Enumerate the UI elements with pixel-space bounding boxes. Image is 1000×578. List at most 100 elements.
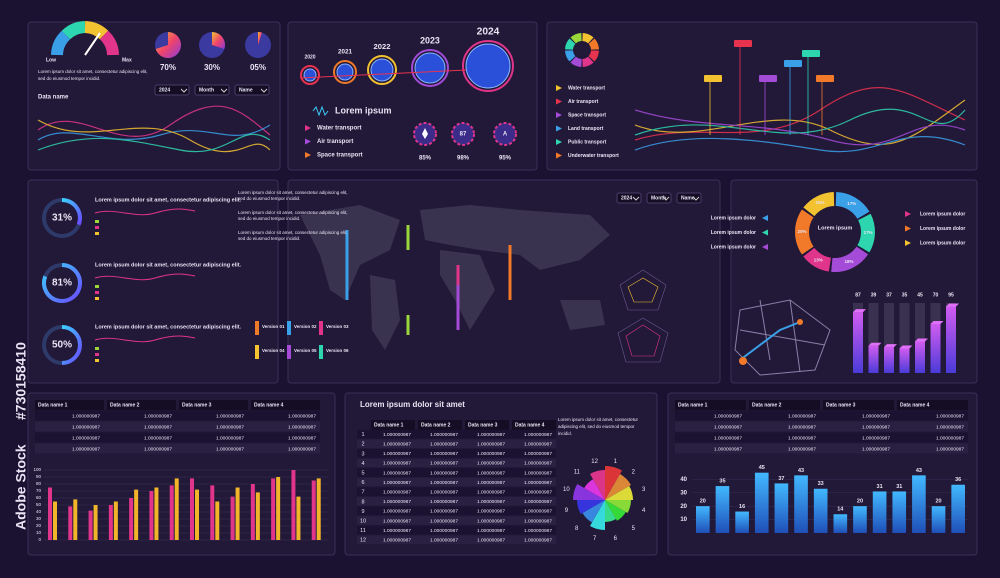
table-header <box>107 400 176 410</box>
legend-label: Public transport <box>568 139 607 145</box>
table-cell: 1.000000987 <box>430 480 458 486</box>
y-tick-label: 10 <box>680 517 687 523</box>
polar-wedge <box>573 484 605 500</box>
table-cell: 1.000000987 <box>477 528 505 534</box>
bar-value-label: 36 <box>955 477 961 483</box>
year-label: 2020 <box>304 54 315 60</box>
polar-wedge <box>605 500 616 522</box>
dial-slice <box>155 32 181 58</box>
y-tick-label: 70 <box>36 488 42 493</box>
table-cell: 4 <box>361 461 364 467</box>
dropdown-label: Name <box>239 87 253 93</box>
arrow <box>905 240 911 246</box>
table-cell: 1.000000987 <box>383 509 411 515</box>
table-header <box>465 420 509 430</box>
table-header-label: Data name 1 <box>38 402 68 408</box>
ring-legend <box>95 291 99 294</box>
bar-3d <box>853 312 863 373</box>
table-cell: 10 <box>360 518 366 524</box>
polar-label: 8 <box>575 526 579 532</box>
dropdown-caret <box>632 196 640 201</box>
table-row <box>35 432 320 443</box>
table-cell: 6 <box>361 480 364 486</box>
version-swatch <box>255 321 259 335</box>
section-title: Lorem ipsum dolor sit amet <box>360 400 465 409</box>
gauge <box>51 21 119 56</box>
dial-slice <box>258 32 263 45</box>
legend-marker <box>556 85 562 91</box>
donut-segment <box>795 209 814 255</box>
legend-label: Underwater transport <box>568 153 619 159</box>
description: Lorem ipsum dolor sit amet, consectetur <box>558 417 639 422</box>
table-header <box>251 400 320 410</box>
table-cell: 1.000000987 <box>430 509 458 515</box>
bar-value-label: 20 <box>857 499 863 505</box>
description: incidid. <box>558 431 572 436</box>
table-row <box>675 432 968 443</box>
polar-wedge <box>584 479 605 500</box>
ring-wave <box>94 208 196 216</box>
dropdown[interactable] <box>234 84 270 96</box>
segment-callout: Lorem ipsum dolor <box>920 211 965 217</box>
ring-arc <box>42 263 82 303</box>
ring-text: Lorem ipsum dolor sit amet, consectetur … <box>95 197 242 203</box>
y-tick-label: 60 <box>36 495 42 500</box>
bar-3d-track <box>884 303 894 373</box>
bar <box>190 478 194 540</box>
table-row <box>675 443 968 454</box>
pin-tag <box>816 75 834 82</box>
table-header-label: Data name 4 <box>900 402 930 408</box>
table-cell: 1.000000987 <box>383 470 411 476</box>
bar-value-label: 33 <box>818 481 824 487</box>
badge <box>451 122 475 146</box>
y-tick-label: 100 <box>33 467 41 472</box>
bar <box>754 472 769 533</box>
bar-value-label: 35 <box>902 292 908 298</box>
table-cell: 1.000000987 <box>430 537 458 543</box>
decor-waves <box>37 87 966 153</box>
dropdown[interactable] <box>194 84 230 96</box>
table-cell: 1.000000987 <box>477 480 505 486</box>
table-cell: 1.000000987 <box>216 413 244 419</box>
table-header-label: Data name 2 <box>421 422 451 428</box>
polar-wedge <box>590 500 605 530</box>
polar-label: 12 <box>591 459 598 465</box>
donut-segment <box>565 50 576 62</box>
table-cell: 1.000000987 <box>216 435 244 441</box>
bar-3d <box>868 345 879 373</box>
dropdown[interactable] <box>646 192 672 204</box>
ring-wave <box>94 273 196 281</box>
table-row <box>35 410 320 421</box>
year-core <box>303 68 317 82</box>
pin-tag <box>759 75 777 82</box>
table-cell: 1.000000987 <box>524 441 552 447</box>
table-cell: 1.000000987 <box>477 441 505 447</box>
table-cell: 1.000000987 <box>430 451 458 457</box>
polar-wedge <box>590 470 605 500</box>
dropdown[interactable] <box>616 192 642 204</box>
table-header-label: Data name 3 <box>182 402 212 408</box>
decor-map-pins <box>345 225 512 335</box>
table-cell: 12 <box>360 538 366 544</box>
table-cell: 1.000000987 <box>936 435 964 441</box>
version-label: Version 06 <box>326 348 349 353</box>
dropdown-caret <box>662 196 670 201</box>
map-text: Lorem ipsum dolor sit amet, consectetur … <box>238 230 348 235</box>
year-label: 2024 <box>477 27 500 38</box>
table-cell: 1.000000987 <box>524 518 552 524</box>
bar-3d-top <box>915 338 928 342</box>
polar-wedge <box>582 500 605 523</box>
bar-value-label: 35 <box>719 479 725 485</box>
bar <box>169 485 174 540</box>
bar-3d <box>915 341 925 373</box>
y-tick-label: 20 <box>36 523 42 528</box>
dropdown[interactable] <box>676 192 702 204</box>
bar-value-label: 43 <box>798 468 804 474</box>
dropdown[interactable] <box>154 84 190 96</box>
table-cell: 1.000000987 <box>524 499 552 505</box>
bar <box>250 484 255 540</box>
pin-tag <box>784 60 802 67</box>
table-cell: 1.000000987 <box>72 413 100 419</box>
arrow <box>762 215 768 221</box>
table-cell: 1.000000987 <box>477 461 505 467</box>
